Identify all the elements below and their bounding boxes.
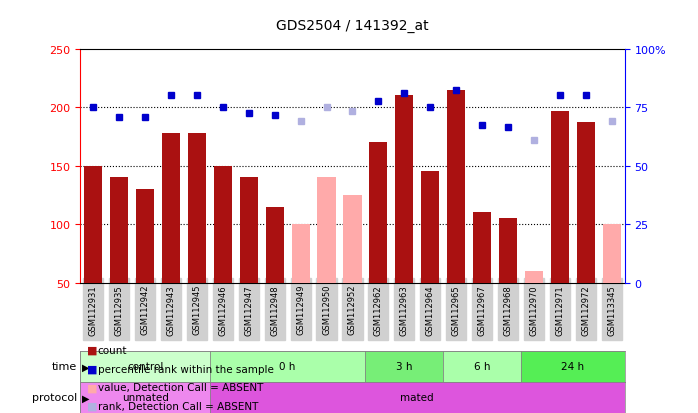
Bar: [343, 195, 362, 283]
Bar: [110, 178, 128, 283]
Text: control: control: [127, 361, 163, 372]
Bar: [210, 351, 366, 382]
Bar: [84, 166, 103, 283]
Bar: [473, 213, 491, 283]
Bar: [551, 112, 569, 283]
Text: count: count: [98, 345, 127, 355]
Text: ■: ■: [87, 345, 98, 355]
Bar: [602, 225, 621, 283]
Text: protocol: protocol: [31, 392, 77, 403]
Bar: [292, 225, 310, 283]
Bar: [577, 123, 595, 283]
Bar: [266, 207, 284, 283]
Text: time: time: [52, 361, 77, 372]
Text: 0 h: 0 h: [279, 361, 296, 372]
Text: GDS2504 / 141392_at: GDS2504 / 141392_at: [276, 19, 429, 33]
Bar: [369, 143, 387, 283]
Text: ■: ■: [87, 382, 98, 392]
Bar: [525, 271, 543, 283]
Text: 6 h: 6 h: [474, 361, 491, 372]
Bar: [521, 351, 625, 382]
Bar: [366, 351, 443, 382]
Text: 3 h: 3 h: [396, 361, 413, 372]
Bar: [162, 133, 180, 283]
Text: percentile rank within the sample: percentile rank within the sample: [98, 364, 274, 374]
Bar: [188, 133, 206, 283]
Text: ■: ■: [87, 364, 98, 374]
Bar: [395, 96, 413, 283]
Bar: [318, 178, 336, 283]
Text: rank, Detection Call = ABSENT: rank, Detection Call = ABSENT: [98, 401, 258, 411]
Bar: [447, 90, 466, 283]
Text: ■: ■: [87, 401, 98, 411]
Bar: [443, 351, 521, 382]
Bar: [80, 382, 210, 413]
Text: mated: mated: [401, 392, 434, 403]
Bar: [421, 172, 439, 283]
Bar: [499, 219, 517, 283]
Bar: [239, 178, 258, 283]
Text: ▶: ▶: [82, 392, 90, 403]
Bar: [210, 382, 625, 413]
Bar: [214, 166, 232, 283]
Text: value, Detection Call = ABSENT: value, Detection Call = ABSENT: [98, 382, 263, 392]
Text: unmated: unmated: [121, 392, 168, 403]
Text: 24 h: 24 h: [561, 361, 584, 372]
Bar: [136, 190, 154, 283]
Text: ▶: ▶: [82, 361, 90, 372]
Bar: [80, 351, 210, 382]
